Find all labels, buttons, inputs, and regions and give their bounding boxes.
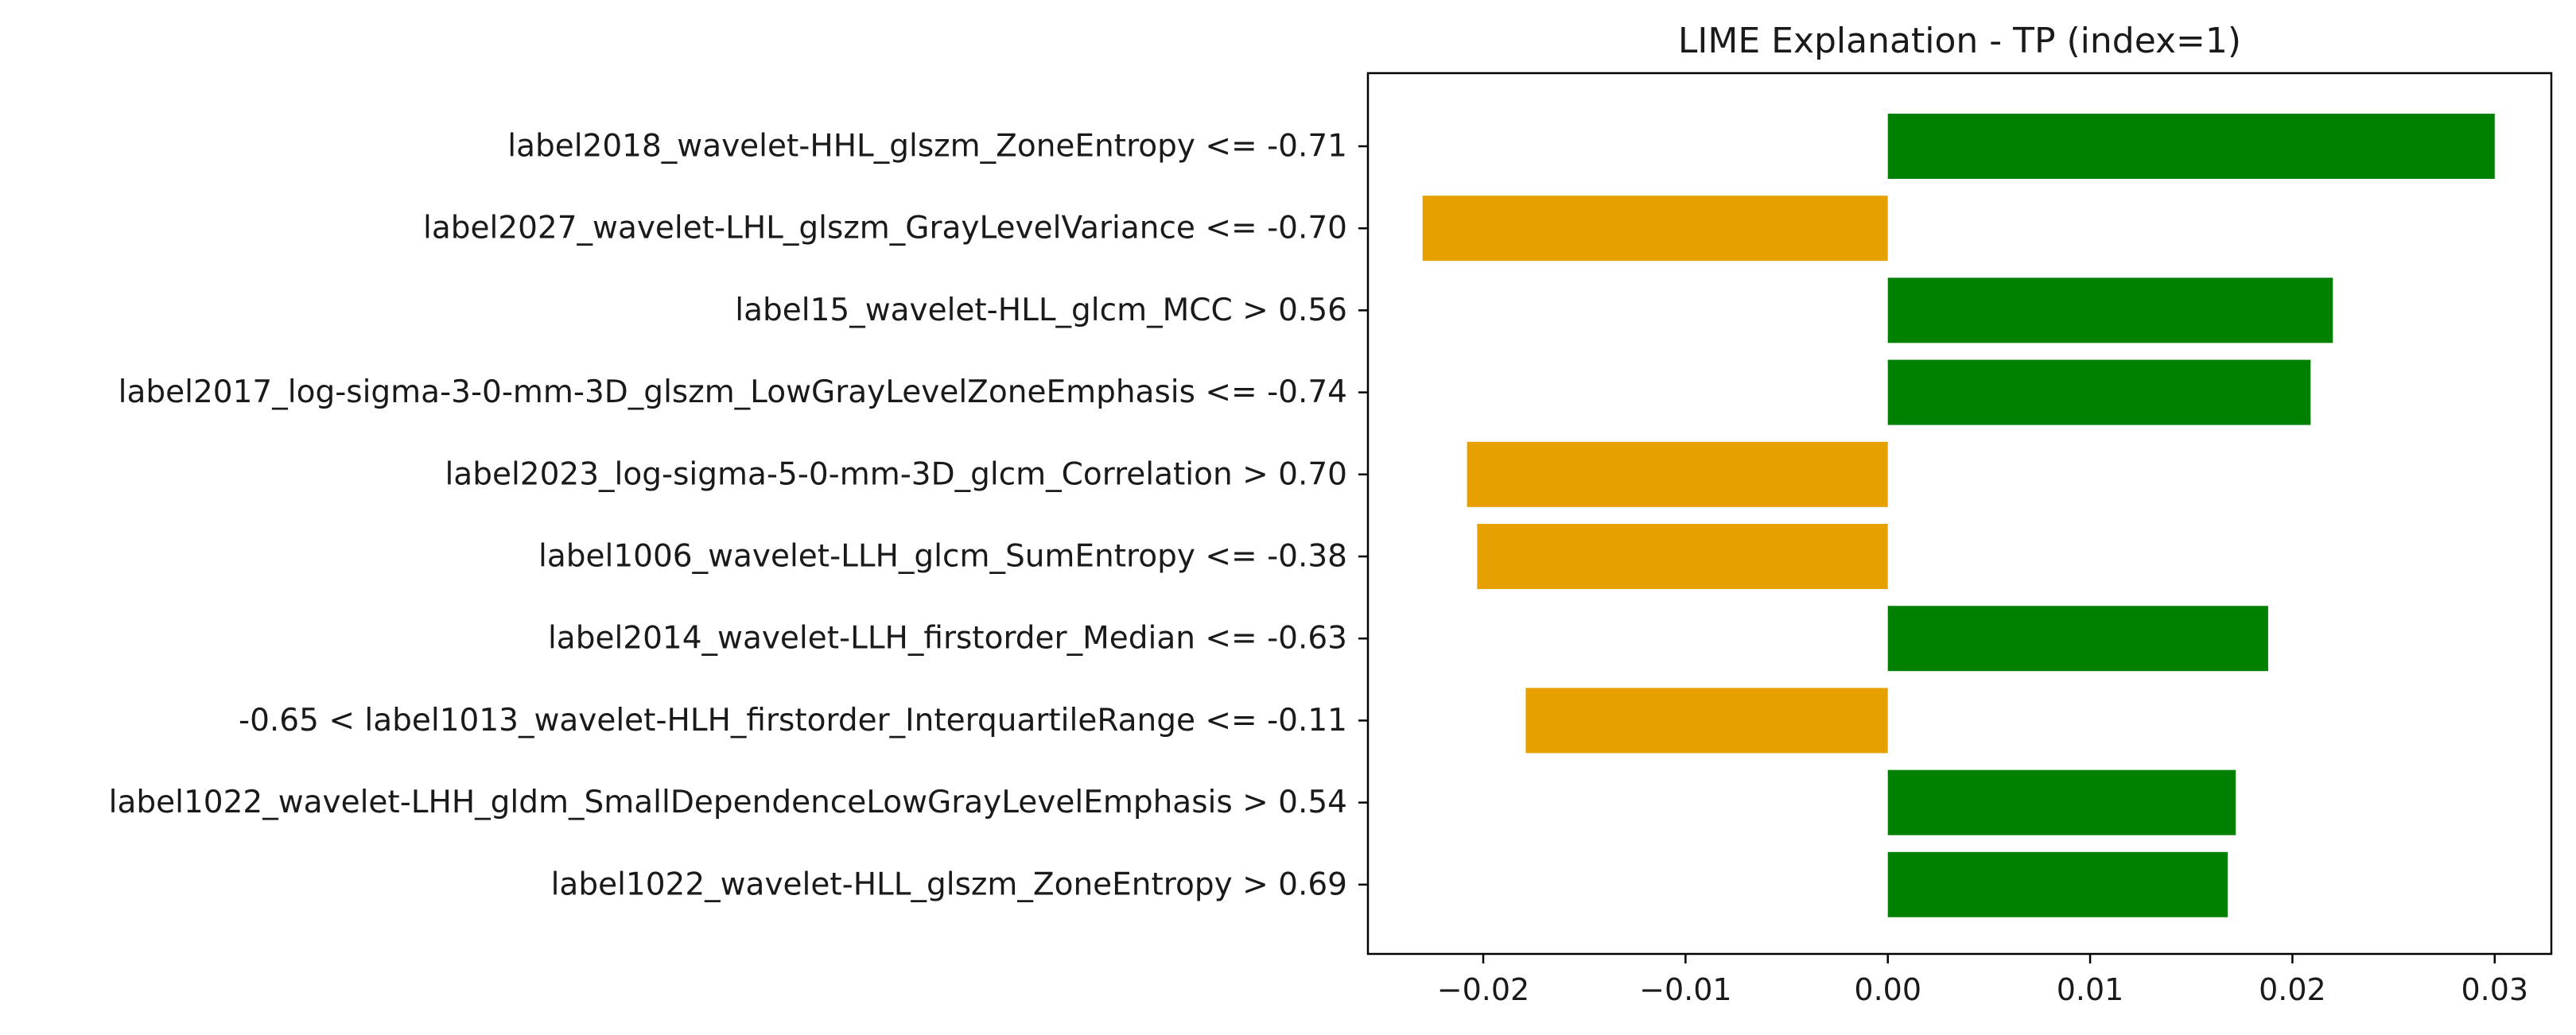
y-tick-label: label2018_wavelet-HHL_glszm_ZoneEntropy … <box>507 129 1347 165</box>
y-tick-label: label1022_wavelet-LHH_gldm_SmallDependen… <box>109 785 1347 820</box>
axes-frame <box>1366 72 2553 956</box>
chart-title: LIME Explanation - TP (index=1) <box>1678 21 2241 61</box>
x-tick-label: 0.02 <box>2259 972 2326 1007</box>
bar-10 <box>1887 851 2228 917</box>
bar-3 <box>1887 277 2333 343</box>
x-tick-label: −0.02 <box>1437 972 1529 1007</box>
y-tick-label: label15_wavelet-HLL_glcm_MCC > 0.56 <box>735 293 1347 328</box>
y-tick-label: label1022_wavelet-HLL_glszm_ZoneEntropy … <box>551 866 1347 902</box>
x-axis-ticks: −0.02 −0.01 0.00 0.01 0.02 0.03 <box>1437 954 2528 1007</box>
y-tick-label: label2027_wavelet-LHL_glszm_GrayLevelVar… <box>423 211 1347 246</box>
y-tick-labels: label2018_wavelet-HHL_glszm_ZoneEntropy … <box>109 129 1368 902</box>
y-tick-label: label1006_wavelet-LLH_glcm_SumEntropy <=… <box>538 539 1347 575</box>
bars-group <box>1422 114 2495 917</box>
bar-7 <box>1887 606 2268 672</box>
bar-8 <box>1525 688 1888 754</box>
bar-9 <box>1887 769 2236 835</box>
bar-6 <box>1477 524 1888 589</box>
x-tick-label: −0.01 <box>1639 972 1731 1007</box>
y-tick-label: label2014_wavelet-LLH_firstorder_Median … <box>548 621 1347 657</box>
x-tick-label: 0.00 <box>1854 972 1921 1007</box>
y-tick-label: label2023_log-sigma-5-0-mm-3D_glcm_Corre… <box>445 456 1347 492</box>
x-tick-label: 0.01 <box>2057 972 2124 1007</box>
bar-4 <box>1887 359 2311 425</box>
y-tick-label: label2017_log-sigma-3-0-mm-3D_glszm_LowG… <box>119 374 1347 410</box>
bar-1 <box>1887 114 2495 179</box>
y-tick-label: -0.65 < label1013_wavelet-HLH_firstorder… <box>239 703 1347 738</box>
bar-2 <box>1422 196 1888 262</box>
bar-5 <box>1467 441 1888 507</box>
x-tick-label: 0.03 <box>2461 972 2528 1007</box>
